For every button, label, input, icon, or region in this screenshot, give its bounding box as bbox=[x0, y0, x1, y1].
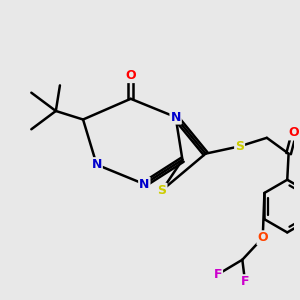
Text: N: N bbox=[170, 111, 181, 124]
Text: S: S bbox=[235, 140, 244, 153]
Text: F: F bbox=[241, 275, 249, 288]
Text: O: O bbox=[125, 69, 136, 82]
Text: F: F bbox=[214, 268, 222, 281]
Text: O: O bbox=[257, 231, 268, 244]
Text: O: O bbox=[289, 126, 299, 140]
Text: S: S bbox=[158, 184, 166, 197]
Text: N: N bbox=[139, 178, 149, 190]
Text: N: N bbox=[92, 158, 102, 171]
